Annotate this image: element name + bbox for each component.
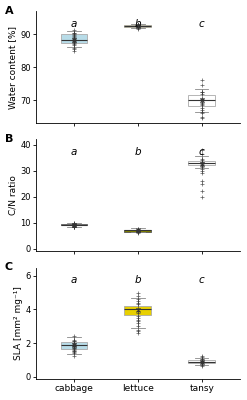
Text: b: b (135, 19, 141, 29)
Text: a: a (71, 275, 77, 285)
PathPatch shape (188, 161, 215, 166)
PathPatch shape (61, 224, 87, 226)
Text: c: c (199, 275, 205, 285)
Y-axis label: Water content [%]: Water content [%] (8, 26, 17, 109)
PathPatch shape (124, 230, 151, 232)
Text: c: c (199, 19, 205, 29)
PathPatch shape (188, 360, 215, 363)
PathPatch shape (61, 342, 87, 349)
PathPatch shape (124, 306, 151, 314)
PathPatch shape (61, 34, 87, 43)
Text: a: a (71, 147, 77, 157)
PathPatch shape (188, 95, 215, 106)
Text: c: c (199, 147, 205, 157)
Y-axis label: SLA [mm² mg⁻¹]: SLA [mm² mg⁻¹] (14, 286, 23, 360)
Text: C: C (5, 262, 13, 272)
Y-axis label: C/N ratio: C/N ratio (8, 175, 17, 215)
Text: b: b (135, 147, 141, 157)
Text: B: B (5, 134, 13, 144)
PathPatch shape (124, 25, 151, 26)
Text: A: A (5, 6, 14, 16)
Text: a: a (71, 19, 77, 29)
Text: b: b (135, 275, 141, 285)
